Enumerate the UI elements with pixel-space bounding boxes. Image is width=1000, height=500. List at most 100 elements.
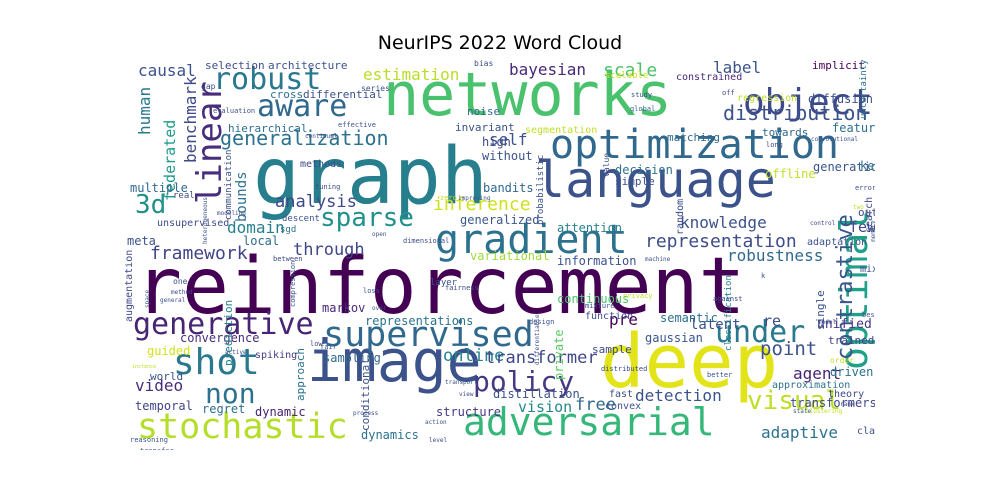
word-adversarial: adversarial [463,400,715,444]
word-one: one [173,277,188,286]
word-fast: fast [609,389,634,400]
word-private: private [552,329,566,381]
word-compression: compression [289,260,297,308]
word-generalization: generalization [220,126,389,150]
word-bayesian: bayesian [509,60,587,79]
word-out: out [858,206,875,219]
word-policy: policy [473,365,575,398]
word-fairness: fairness [445,284,479,292]
word-diffusion: diffusion [808,92,874,106]
word-attention: attention [557,221,623,235]
word-bandits: bandits [483,181,534,195]
word-free: free [575,395,616,415]
word-model: model [818,319,837,326]
word-hierarchical: hierarchical [228,122,308,135]
word-stochastic: stochastic [137,407,348,447]
word-sampling: sampling [323,351,381,365]
word-estimation: estimation [363,65,460,84]
word-clustering: clustering [806,408,843,415]
word-meta: meta [127,234,156,248]
word-3d: 3d [135,190,167,220]
word-dimensional: dimensional [403,237,450,245]
word-two: two [853,204,864,211]
word-world: world [150,370,184,383]
word-machine: machine [645,256,671,263]
word-trained: trained [828,334,875,347]
word-noise: noise [467,105,501,118]
word-transport: transport [445,379,478,386]
word-cloud: reinforcement graph deep networks language im… [125,60,875,450]
word-invariant: invariant [455,121,515,134]
word-approximation: approximation [772,380,851,391]
word-visual: visual [747,386,841,416]
word-few: few [849,218,875,236]
word-memory: memory [870,219,875,242]
word-video: video [135,376,184,395]
word-privacy: privacy [623,292,653,300]
word-unified: unified [817,317,872,332]
word-open: open [372,231,387,238]
word-markov: markov [322,301,366,315]
word-towards: towards [762,126,809,139]
word-decision: decision [615,163,673,177]
word-process: process [353,410,379,417]
word-against: against [713,295,743,303]
word-active: active [225,349,247,356]
chart-title: NeurIPS 2022 Word Cloud [377,32,623,54]
word-semantic: semantic [660,311,718,325]
word-prediction: prediction [222,299,235,366]
word-off: off [722,89,735,97]
word-sgd: sgd [280,225,297,235]
word-distributed: distributed [601,365,648,373]
word-action: action [425,419,447,426]
word-better: better [707,371,733,379]
word-language: language [535,151,776,209]
word-agent: agent [793,364,842,383]
word-best: best [862,311,875,319]
word-effective: effective [338,121,376,129]
word-loss: loss [363,287,380,295]
word-transfer: transfer [140,448,174,451]
word-reinforcement: reinforcement [135,242,746,332]
word-simple: simple [615,175,655,188]
word-supervised: supervised [323,315,534,355]
word-dynamic: dynamic [255,405,306,419]
word-low: low [310,340,323,348]
word-state: state [793,408,812,415]
word-human: human [135,86,154,135]
word-over: over [372,305,387,312]
word-instance: instance [132,364,157,370]
word-global: global [630,105,656,113]
word-generation: generation [813,160,875,174]
word-generative: generative [133,307,314,342]
word-shot: shot [173,342,260,383]
word-regression: regression [737,93,798,104]
word-reasoning: reasoning [130,436,168,444]
word-continual: continual [305,133,338,140]
word-representations: representations [365,314,474,328]
word-between: between [273,255,303,263]
word-kernel: kernel [860,159,875,173]
word-heterogeneous: heterogeneous [202,196,209,244]
word-improving: improving [458,195,491,202]
word-spiking: spiking [255,350,298,361]
word-driven: driven [830,365,874,379]
word-unsupervised: unsupervised [157,218,230,229]
word-tuning: tuning [315,183,341,191]
word-continuous: continuous [557,292,630,306]
word-online: online [443,346,505,366]
word-convolutional: convolutional [811,136,858,143]
word-class: class [857,426,875,437]
word-robustness: robustness [727,246,824,265]
word-long: long [766,141,783,149]
word-study: study [631,91,653,99]
word-multiple: multiple [130,181,188,195]
word-descent: descent [282,214,320,224]
word-dynamics: dynamics [361,428,419,442]
word-adaptive: adaptive [761,423,839,442]
word-series: series [361,84,390,93]
word-regret: regret [202,402,246,416]
word-vision: vision [518,398,573,416]
word-value: value [602,152,611,177]
